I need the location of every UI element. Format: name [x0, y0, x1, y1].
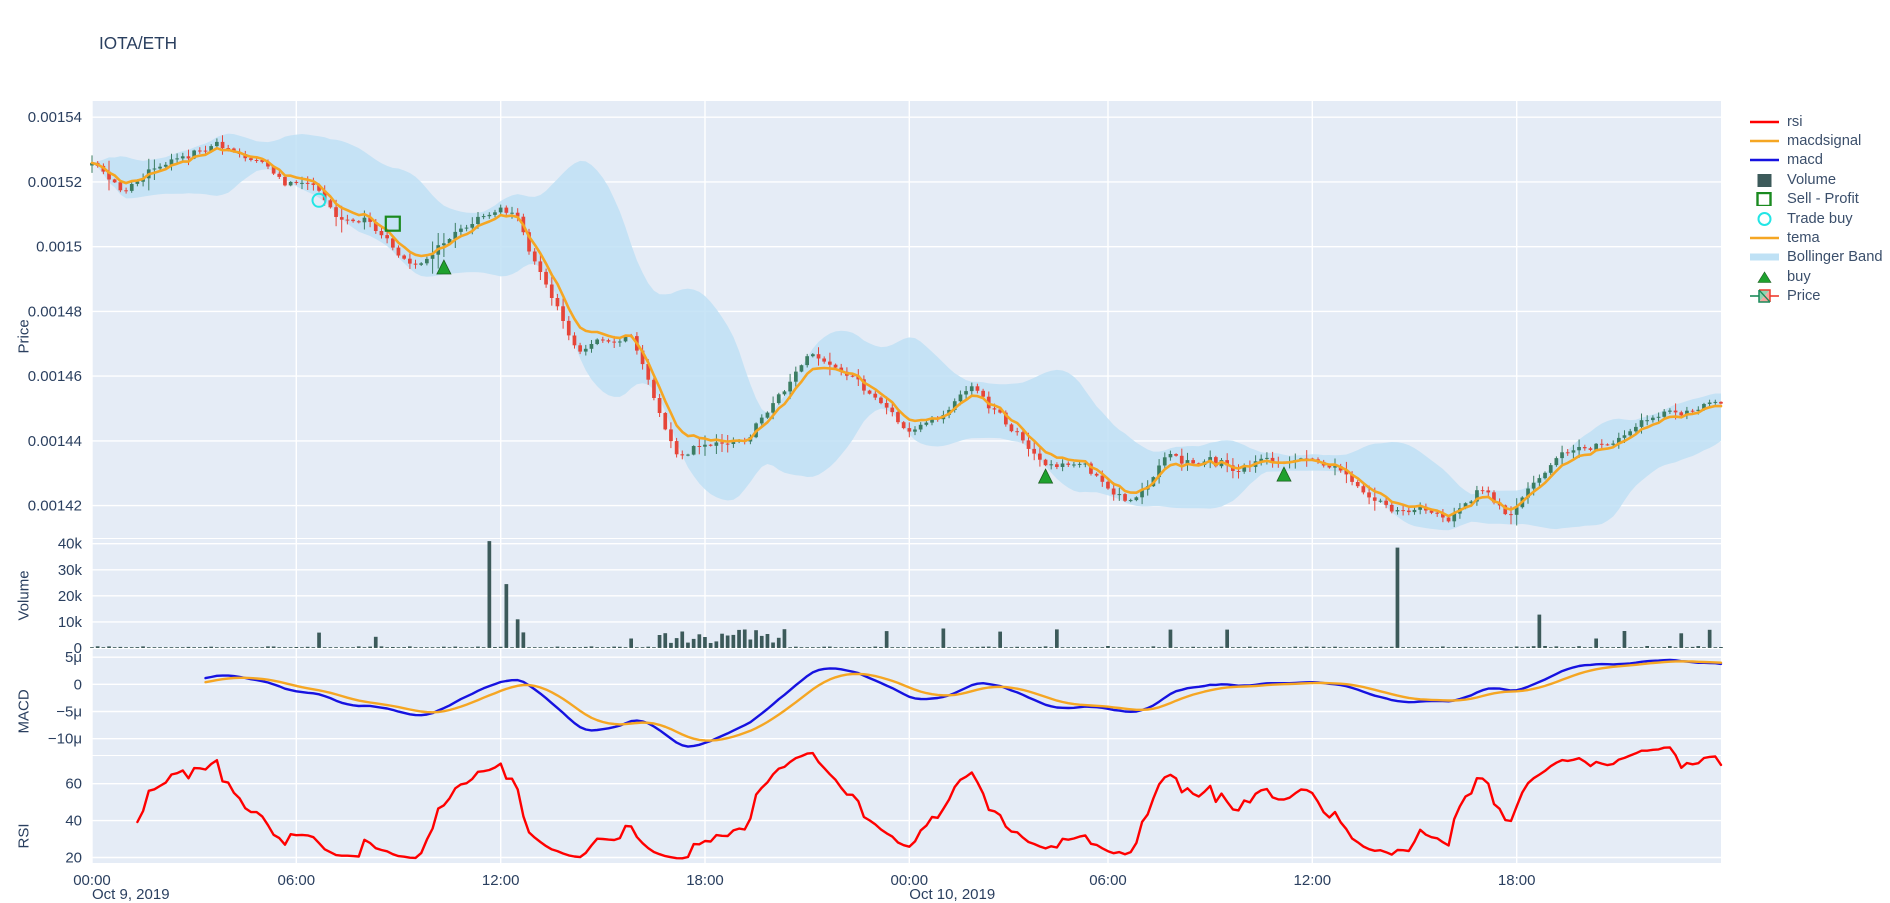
svg-text:Oct 10, 2019: Oct 10, 2019 — [909, 886, 995, 903]
svg-text:0.00144: 0.00144 — [28, 433, 82, 450]
svg-text:18:00: 18:00 — [1498, 872, 1536, 889]
svg-text:Oct 9, 2019: Oct 9, 2019 — [92, 886, 170, 903]
svg-text:18:00: 18:00 — [686, 872, 724, 889]
svg-text:06:00: 06:00 — [1089, 872, 1127, 889]
svg-text:20k: 20k — [58, 588, 83, 605]
svg-text:12:00: 12:00 — [1294, 872, 1332, 889]
svg-text:0.00154: 0.00154 — [28, 109, 82, 126]
svg-text:−5μ: −5μ — [56, 704, 82, 721]
svg-text:06:00: 06:00 — [278, 872, 316, 889]
svg-text:10k: 10k — [58, 614, 83, 631]
svg-text:0.00146: 0.00146 — [28, 368, 82, 385]
svg-text:0.00148: 0.00148 — [28, 303, 82, 320]
svg-text:0: 0 — [74, 676, 82, 693]
svg-text:−10μ: −10μ — [48, 731, 82, 748]
svg-text:12:00: 12:00 — [482, 872, 520, 889]
svg-text:30k: 30k — [58, 562, 83, 579]
svg-text:5μ: 5μ — [65, 649, 82, 666]
svg-text:60: 60 — [65, 776, 82, 793]
svg-text:20: 20 — [65, 850, 82, 867]
svg-text:40k: 40k — [58, 536, 83, 553]
svg-text:0.00142: 0.00142 — [28, 498, 82, 515]
svg-text:0.00152: 0.00152 — [28, 174, 82, 191]
svg-text:0.0015: 0.0015 — [36, 239, 82, 256]
svg-text:40: 40 — [65, 813, 82, 830]
